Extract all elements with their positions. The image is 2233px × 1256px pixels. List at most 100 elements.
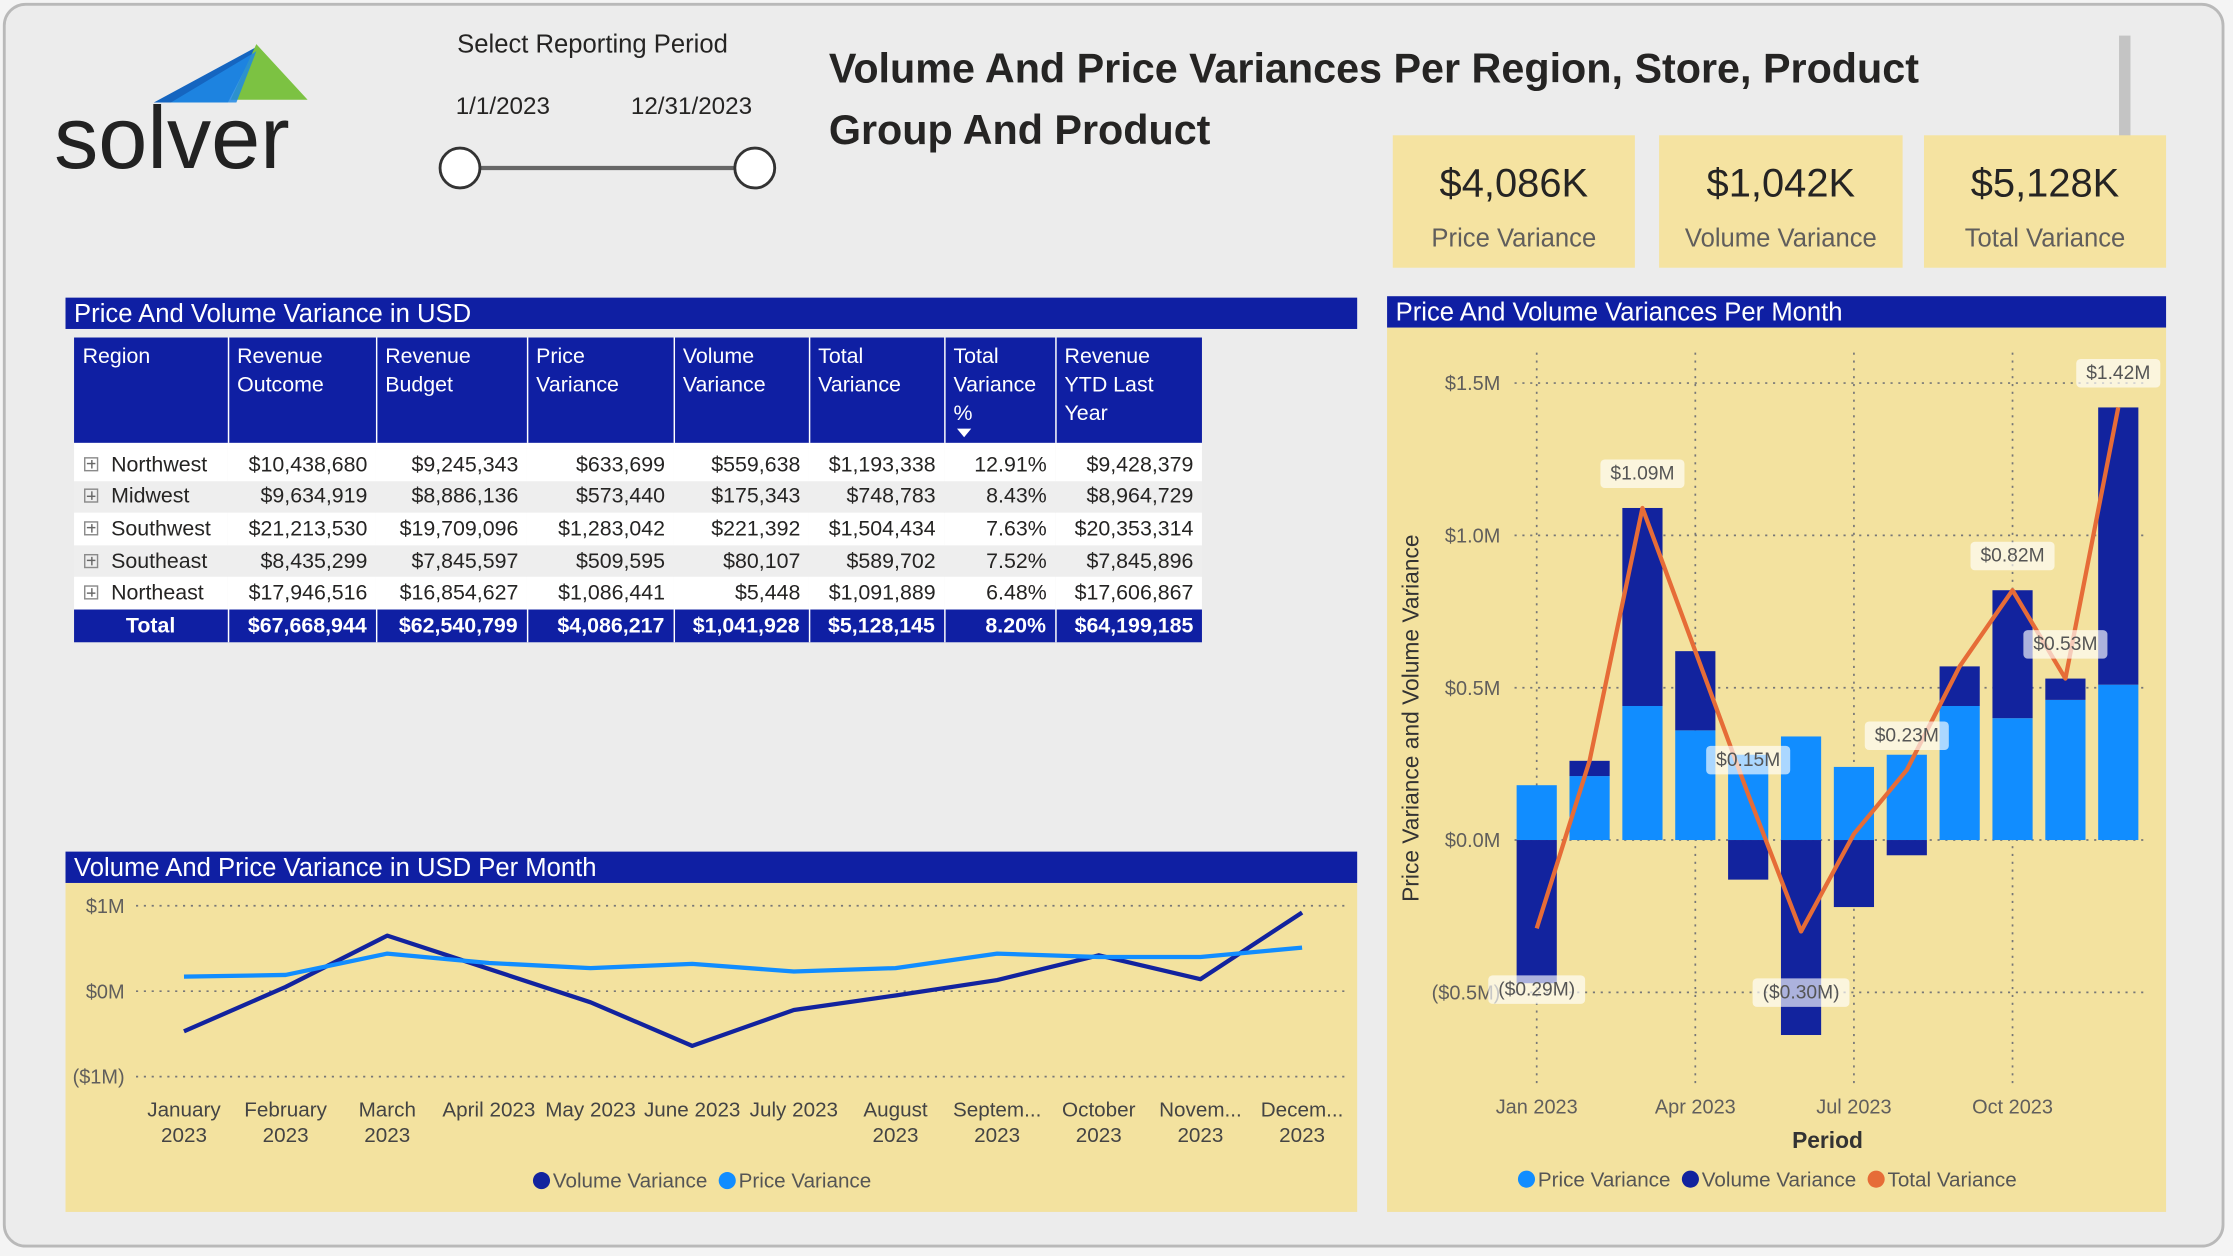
data-label: $0.15M: [1706, 745, 1791, 775]
x-tick-label: April 2023: [442, 1099, 536, 1123]
x-tick-label: Jan 2023: [1496, 1097, 1578, 1119]
y-tick-label: $1.0M: [1445, 526, 1500, 548]
data-label-bg: [1864, 721, 1949, 751]
column-header: Price Variance: [526, 337, 674, 443]
legend-item: Price Variance: [718, 1170, 871, 1193]
data-label-bg: [1488, 975, 1586, 1004]
column-header: Region: [74, 337, 228, 443]
cell-text: 7.52%: [986, 549, 1047, 574]
table-cell: Northeast: [74, 577, 228, 610]
slicer-start: 1/1/2023: [455, 92, 550, 120]
table-cell: 8.43%: [944, 480, 1056, 513]
table-cell: 12.91%: [944, 448, 1056, 481]
column-header-text: Region: [82, 344, 151, 369]
x-tick-label: Jul 2023: [1816, 1097, 1891, 1119]
x-tick-label: June 2023: [643, 1099, 741, 1123]
data-label-text: $0.23M: [1875, 725, 1939, 746]
kpi-label: Volume Variance: [1684, 223, 1877, 253]
expand-icon: [84, 553, 99, 568]
table-cell: $175,343: [673, 480, 809, 513]
table-cell: $748,783: [808, 480, 945, 513]
line: [183, 910, 1304, 1049]
data-label-text: $0.82M: [1980, 546, 2044, 567]
spacer: [808, 442, 945, 449]
cell-text: $8,886,136: [411, 484, 519, 509]
table-cell: $573,440: [526, 480, 674, 513]
column-header-text: Revenue Outcome: [237, 344, 324, 398]
bar: [2098, 684, 2139, 841]
legend-item: Total Variance: [1867, 1168, 2017, 1191]
cell-text: $21,213,530: [248, 516, 368, 542]
x-tick-label: Apr 2023: [1655, 1097, 1736, 1119]
y-axis-title: Price Variance and Volume Variance: [1397, 534, 1423, 901]
slider-handle[interactable]: [733, 146, 777, 190]
legend-label: Price Variance: [1538, 1168, 1671, 1191]
header-row: Region Revenue Outcome Revenue Budget Price…: [74, 337, 1202, 443]
legend-marker: [1681, 1170, 1699, 1188]
table-cell: $559,638: [673, 448, 809, 481]
table-cell: $5,448: [673, 577, 809, 610]
data-label-text: ($0.29M): [1498, 979, 1575, 1000]
table-cell: $1,091,889: [808, 577, 945, 610]
bar: [1939, 666, 1980, 706]
spacer: [74, 442, 228, 449]
cell-text: $9,428,379: [1086, 452, 1194, 477]
table-cell: $589,702: [808, 545, 945, 578]
cell-text: $80,107: [723, 549, 801, 574]
legend-label: Volume Variance: [553, 1170, 707, 1193]
scrollbar[interactable]: [2119, 35, 2131, 150]
slicer-label: Select Reporting Period: [457, 29, 728, 59]
bar: [1833, 840, 1875, 908]
bar: [1728, 840, 1769, 880]
y-tick-label: $0.0M: [1445, 830, 1500, 852]
spacer: [227, 442, 376, 449]
kpi-card: $4,086K Price Variance: [1392, 135, 1635, 268]
bar: [1516, 840, 1557, 984]
cell-text: Southwest: [111, 516, 211, 542]
table-cell: $7,845,896: [1055, 545, 1202, 578]
cell-text: $1,283,042: [558, 516, 666, 542]
cell-text: 6.48%: [986, 581, 1047, 606]
legend-marker: [532, 1172, 551, 1190]
kpi-label: Price Variance: [1431, 223, 1597, 253]
total-cell: 8.20%: [943, 609, 1056, 642]
data-label-bg: [1752, 978, 1850, 1007]
sort-indicator: [956, 428, 971, 438]
cell-text: 7.63%: [986, 516, 1047, 542]
cell-text: $8,435,299: [260, 549, 368, 574]
table-cell: 7.63%: [944, 512, 1056, 546]
column-header: Volume Variance: [672, 337, 809, 443]
cell-text: $1,504,434: [828, 516, 936, 542]
spacer: [1055, 442, 1202, 449]
cell-text: Northwest: [111, 452, 208, 477]
y-tick-label: $1M: [86, 896, 125, 918]
panel-title: Price And Volume Variance in USD: [65, 297, 1358, 329]
expand-icon: [84, 456, 99, 472]
cell-text: $17,606,867: [1074, 581, 1194, 606]
column-header: Revenue Outcome: [227, 337, 376, 443]
y-tick-label: ($1M): [73, 1067, 125, 1089]
legend-marker: [718, 1172, 736, 1190]
spacer: [944, 442, 1056, 449]
column-header-text: Revenue YTD Last Year: [1064, 344, 1154, 426]
cell-text: $221,392: [711, 516, 801, 542]
column-header-text: Total Variance %: [953, 344, 1037, 426]
cell-text: $20,353,314: [1074, 516, 1194, 542]
bar: [1622, 507, 1663, 706]
column-header: Total Variance %: [943, 337, 1056, 443]
table-cell: $509,595: [526, 545, 674, 578]
cell-text: $573,440: [575, 484, 666, 509]
kpi-card: $1,042K Volume Variance: [1659, 135, 1903, 268]
cell-text: $509,595: [575, 549, 666, 574]
x-tick-label: Septem... 2023: [952, 1099, 1042, 1148]
table-cell: $1,504,434: [808, 512, 945, 546]
table-cell: $8,886,136: [375, 480, 527, 513]
cell-text: Northeast: [111, 581, 204, 606]
cell-text: $9,634,919: [260, 484, 368, 509]
spacer: [673, 442, 809, 449]
table-cell: $17,946,516: [227, 577, 376, 610]
spacer: [375, 442, 527, 449]
slider-handle[interactable]: [438, 146, 482, 190]
panel-title: Volume And Price Variance in USD Per Mon…: [65, 851, 1358, 883]
